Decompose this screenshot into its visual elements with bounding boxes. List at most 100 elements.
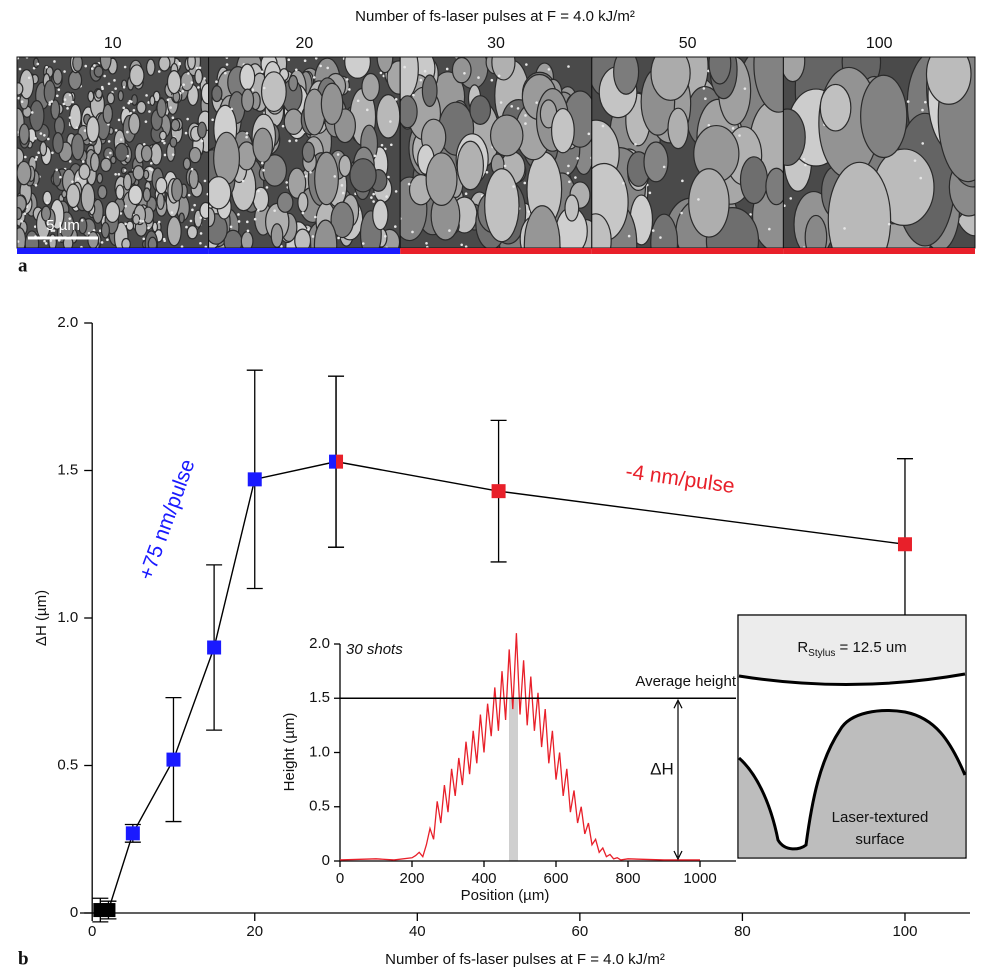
sem-highlight [460,243,463,247]
sem-grain [827,161,892,248]
sem-grain [288,74,299,92]
sem-grain [208,207,216,228]
sem-grain [489,114,524,157]
sem-grain [650,213,679,248]
sem-highlight [68,93,72,97]
stylus-edge [738,672,966,686]
sem-highlight [527,210,531,213]
sem-highlight [651,229,655,232]
sem-grain [783,57,806,83]
y-tick-label: 1.5 [309,689,330,706]
sem-grain [783,108,806,167]
sem-highlight [198,66,202,70]
sem-highlight [53,60,56,63]
sem-highlight [390,143,393,147]
sem-highlight [412,93,415,97]
sem-highlight [50,229,54,232]
sem-highlight [163,153,167,157]
sem-grain [197,121,207,139]
sem-highlight [523,181,527,185]
x-tick-label: 0 [88,923,96,940]
sem-grain [147,236,158,248]
sem-highlight [107,140,111,143]
sem-grain [40,205,52,222]
sem-highlight [464,192,468,195]
sem-highlight [93,64,96,67]
sem-highlight [680,211,683,215]
sem-highlight [294,139,298,142]
sem-highlight [336,153,340,156]
x-tick-label: 80 [734,923,751,940]
sem-highlight [190,81,194,84]
sem-highlight [181,89,185,93]
x-tick-label: 0 [336,870,344,887]
sem-highlight [126,154,130,158]
sem-highlight [17,96,21,100]
sem-highlight [309,170,312,174]
sem-highlight [257,208,260,212]
x-tick-label: 600 [543,870,568,887]
sem-grain [110,155,117,165]
surface-label: Laser-textured [832,809,929,826]
sem-highlight [129,100,133,103]
sem-highlight [190,167,194,171]
sem-highlight [90,67,94,70]
sem-highlight [356,99,360,103]
sem-highlight [567,164,570,168]
sem-highlight [303,59,307,63]
sem-grain [469,95,492,125]
marker [336,454,344,469]
sem-highlight [145,94,148,97]
sem-highlight [20,100,24,104]
sem-highlight [186,117,189,121]
sem-highlight [224,71,227,75]
sem-highlight [490,78,494,82]
sem-highlight [100,241,104,244]
sem-highlight [245,135,248,139]
sem-grain [102,103,113,124]
sem-grain [301,141,315,163]
sem-grain [42,190,53,206]
sem-highlight [262,169,265,172]
panel-letter: a [18,255,28,276]
sem-highlight [743,87,747,90]
sem-highlight [294,68,298,72]
sem-grain [166,216,182,247]
sem-highlight [516,107,520,110]
sem-grain [550,107,575,154]
reference-label: Average height [635,673,736,690]
sem-grain [61,189,68,199]
sem-highlight [142,142,146,146]
sem-highlight [512,185,515,188]
arrow-label: ΔH [650,759,674,778]
x-tick-label: 800 [615,870,640,887]
sem-grain [132,165,145,181]
sem-highlight [84,64,88,68]
sem-highlight [71,180,74,183]
sem-highlight [24,155,27,159]
series-color-bar [17,248,209,254]
sem-grain [260,71,287,113]
sem-highlight [423,69,427,73]
sem-grain [187,57,196,70]
sem-grain [170,118,181,132]
sem-highlight [119,212,123,215]
marker [897,537,912,552]
sem-highlight [48,103,51,106]
sem-highlight [169,106,172,109]
y-tick-label: 1.0 [309,743,330,760]
marker [329,454,337,469]
sem-grain [128,112,141,135]
sem-grain [361,72,380,102]
sem-highlight [148,110,151,113]
sem-highlight [106,238,109,242]
sem-highlight [55,94,59,98]
x-tick-label: 1000 [683,870,716,887]
sem-highlight [245,131,249,135]
sem-highlight [361,242,365,245]
sem-grain [178,212,185,224]
x-tick-label: 20 [246,923,263,940]
sem-highlight [261,161,264,165]
sem-grain [121,237,131,248]
sem-highlight [166,98,170,102]
